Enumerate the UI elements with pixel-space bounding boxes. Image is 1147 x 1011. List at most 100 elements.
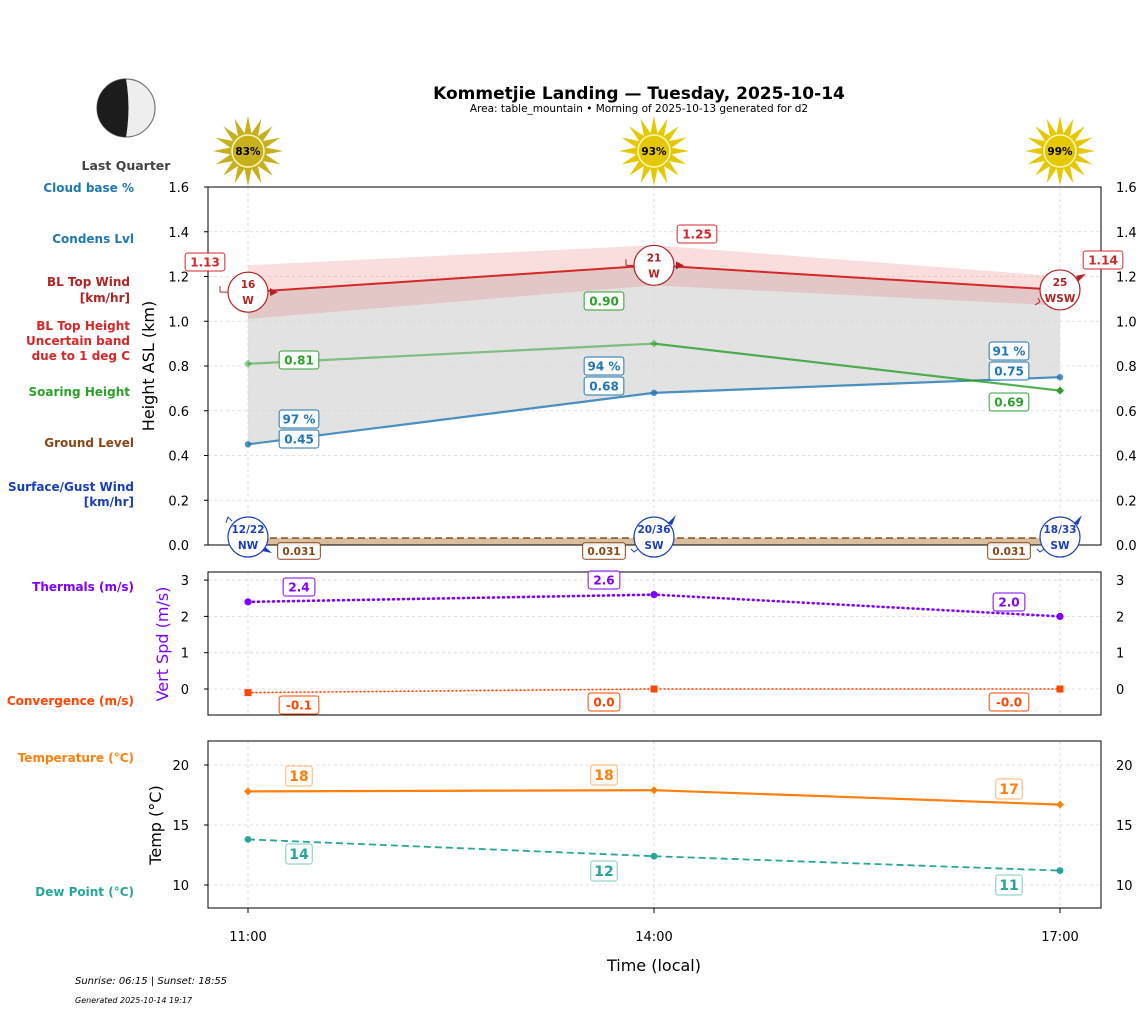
wind-badge — [1039, 269, 1081, 311]
thermals-label-text: 2.6 — [593, 573, 614, 587]
temp-tick-label-right: 15 — [1116, 819, 1133, 834]
side-labels: Cloud base % Condens Lvl BL Top Wind [km… — [7, 181, 134, 899]
dew-point-point — [1056, 867, 1064, 874]
condens-lvl-label-box — [583, 376, 625, 396]
temperature-label-box — [285, 765, 313, 787]
sun-disc — [231, 134, 265, 168]
soaring-height-label-box — [278, 350, 320, 370]
surface-wind-barb: 18/33 SW — [1036, 515, 1082, 558]
dew-point-label: 11 — [995, 874, 1023, 896]
dew-point-label-box — [590, 860, 618, 882]
temperature-point — [244, 787, 252, 796]
ground-level-label-text: 0.031 — [992, 546, 1025, 558]
dew-point-point — [650, 852, 658, 860]
temperature-point — [650, 786, 658, 795]
height-tick-label-left: 0.2 — [168, 494, 189, 509]
sun-icon: 83% — [213, 116, 283, 186]
height-tick-label-right: 1.6 — [1116, 181, 1137, 196]
condens-lvl-label: 0.75 — [988, 361, 1030, 381]
height-tick-label-right: 1.0 — [1116, 315, 1137, 330]
legend-bl-top-wind: BL Top Wind — [47, 275, 130, 289]
wind-direction-label: W — [648, 268, 660, 280]
legend-temperature: Temperature (°C) — [18, 751, 134, 765]
vert-speed-axis-label: Vert Spd (m/s) — [153, 587, 172, 702]
condens-lvl-label: 0.68 — [583, 376, 625, 396]
wind-speed-label: 25 — [1053, 277, 1068, 289]
wind-direction-label: W — [242, 295, 254, 307]
ground-level-label-text: 0.031 — [587, 546, 620, 558]
dew-point-label-box — [995, 874, 1023, 896]
vert-frame — [207, 571, 1102, 716]
height-tick-label-left: 1.0 — [168, 315, 189, 330]
soaring-height-label: 0.90 — [583, 291, 625, 311]
thermals-label-box — [282, 577, 316, 597]
temperature-label: 17 — [995, 778, 1023, 800]
height-tick-label-left: 1.6 — [168, 181, 189, 196]
temp-tick-label-right: 10 — [1116, 879, 1133, 894]
thermals-label-text: 2.0 — [998, 595, 1019, 609]
legend-thermals: Thermals (m/s) — [32, 580, 134, 594]
wind-speed-label: 18/33 — [1043, 524, 1076, 536]
thermals-label-text: 2.4 — [288, 580, 309, 594]
convergence-label-box — [278, 695, 320, 715]
sun-times: Sunrise: 06:15 | Sunset: 18:55 — [75, 976, 227, 987]
wind-arrow-icon — [676, 261, 684, 270]
height-tick-label-left: 0.0 — [168, 539, 189, 554]
wind-arrow-icon — [668, 515, 676, 525]
wind-badge — [227, 516, 269, 558]
wind-direction-label: SW — [1050, 540, 1070, 552]
sun-icons: 83% 93% 99% — [213, 116, 1095, 186]
wind-direction-label: SW — [644, 540, 664, 552]
condens-lvl-point — [650, 389, 658, 397]
legend-surface-wind: Surface/Gust Wind — [8, 480, 134, 494]
condens-lvl-label-box — [988, 361, 1030, 381]
cloud-base-label-box — [988, 341, 1030, 361]
temperature-label: 18 — [590, 764, 618, 786]
soaring-height-point — [650, 339, 658, 348]
wind-arrow-icon — [270, 288, 278, 297]
condens-lvl-point — [244, 441, 252, 448]
temp-axis-label: Temp (°C) — [146, 785, 165, 865]
cloud-base-label-text: 97 % — [283, 412, 316, 426]
bl-top-label-text: 1.25 — [682, 227, 712, 241]
height-axis-label: Height ASL (km) — [139, 301, 158, 431]
ground-level-label: 0.031 — [277, 542, 321, 560]
temp-tick-label-left: 20 — [172, 759, 189, 774]
legend-soaring-height: Soaring Height — [29, 385, 131, 399]
vert-tick-label-right: 0 — [1116, 683, 1124, 698]
convergence-label: 0.0 — [587, 692, 621, 712]
thermals-label: 2.0 — [992, 592, 1026, 612]
legend-dew-point: Dew Point (°C) — [35, 885, 134, 899]
bl-top-label-box — [1082, 250, 1124, 270]
wind-speed-label: 21 — [647, 252, 662, 264]
legend-bl-top-band-note: due to 1 deg C — [32, 349, 131, 363]
soaring-height-point — [1056, 386, 1064, 395]
temperature-label-box — [995, 778, 1023, 800]
ground-level-label: 0.031 — [987, 542, 1031, 560]
temperature-point — [1056, 800, 1064, 809]
legend-cloud-base: Cloud base % — [43, 181, 134, 195]
cloud-base-label: 94 % — [583, 356, 625, 376]
legend-surface-wind-unit: [km/hr] — [84, 495, 134, 509]
temperature-panel: 10 10 15 15 20 20 18 18 17 14 12 11 11:00 14:00 17:00 — [172, 740, 1133, 945]
ground-level-label-box — [987, 542, 1031, 560]
soaring-height-line-b — [653, 342, 1061, 392]
legend-bl-top-band: Uncertain band — [26, 334, 130, 348]
cloud-base-label-text: 91 % — [993, 344, 1026, 358]
condens-lvl-label: 0.45 — [278, 429, 320, 449]
legend-bl-top-height: BL Top Height — [36, 319, 130, 333]
convergence-point — [1056, 685, 1064, 693]
wind-arrow-icon — [1076, 273, 1086, 282]
convergence-point — [244, 689, 252, 697]
moon-phase-label: Last Quarter — [82, 158, 172, 173]
bl-top-label-box — [184, 252, 226, 272]
convergence-label-box — [988, 692, 1030, 712]
wind-speed-label: 12/22 — [231, 524, 264, 536]
cloud-base-label: 91 % — [988, 341, 1030, 361]
temperature-label-text: 17 — [999, 782, 1018, 798]
vert-tick-label-left: 0 — [181, 683, 189, 698]
sun-percent-label: 99% — [1047, 146, 1073, 158]
wind-barb-tail — [1036, 548, 1045, 553]
time-axis-label: Time (local) — [606, 956, 701, 975]
